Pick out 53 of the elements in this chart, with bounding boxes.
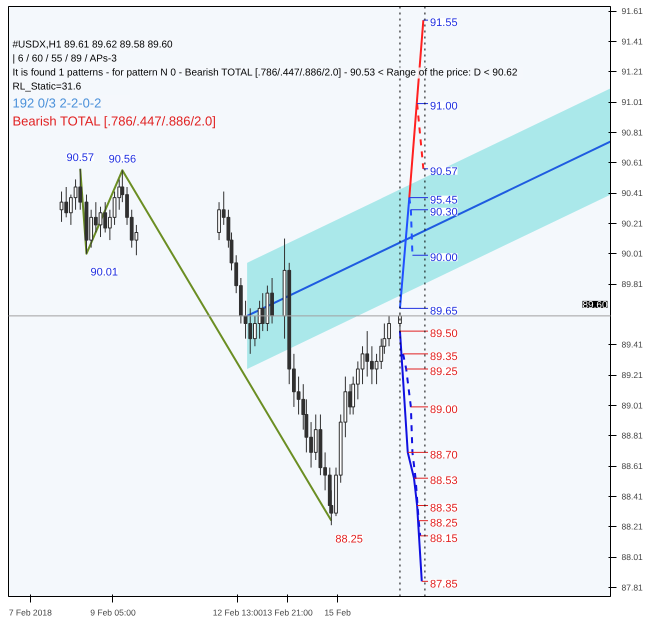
y-tick-label: 91.01 xyxy=(622,97,644,108)
x-tick-label: 9 Feb 05:00 xyxy=(90,608,136,618)
annotation: Bearish TOTAL [.786/.447/.886/2.0] xyxy=(12,114,216,128)
y-tick-label: 89.41 xyxy=(622,340,644,350)
annotation: 95.45 xyxy=(430,194,458,207)
annotation: 91.00 xyxy=(430,100,458,113)
annotation: 88.15 xyxy=(430,532,458,545)
annotation: 90.30 xyxy=(430,206,458,219)
y-tick-label: 89.21 xyxy=(622,370,644,380)
x-tick-label: 13 Feb 21:00 xyxy=(262,608,313,618)
y-tick-label: 91.61 xyxy=(622,6,644,16)
line-series xyxy=(79,168,332,522)
annotation: 89.50 xyxy=(430,328,458,340)
annotation: 90.57 xyxy=(66,152,94,164)
y-tick-label: 88.61 xyxy=(622,461,644,472)
annotation: | 6 / 60 / 55 / 89 / APs-3 xyxy=(12,54,118,64)
annotation: 90.57 xyxy=(430,166,458,178)
x-tick-label: 12 Feb 13:00 xyxy=(212,608,264,618)
y-tick-label: 90.21 xyxy=(622,218,644,228)
annotation: 192 0/3 2-2-0-2 xyxy=(12,96,102,110)
x-tick-label: 7 Feb 2018 xyxy=(8,608,52,618)
y-tick-label: 90.01 xyxy=(622,248,644,259)
y-tick-label: 90.61 xyxy=(622,158,644,168)
annotation: 89.65 xyxy=(430,305,458,318)
annotation: 88.25 xyxy=(335,534,363,546)
y-tick-label: 91.41 xyxy=(622,36,644,46)
text: #USDX,H1 89.61 89.62 89.58 89.60 xyxy=(12,40,174,50)
y-tick-label: 88.01 xyxy=(622,552,644,562)
y-tick-label: 91.21 xyxy=(622,66,644,77)
annotation: 89.00 xyxy=(430,404,458,416)
x-tick-label: 15 Feb xyxy=(324,608,352,618)
annotation: 88.35 xyxy=(430,502,458,514)
y-tick-label: 88.81 xyxy=(622,430,644,441)
annotation: 88.70 xyxy=(430,449,458,462)
y-tick-label: 89.01 xyxy=(622,400,644,410)
y-tick-label: 90.81 xyxy=(622,127,644,138)
annotation: 89.25 xyxy=(430,366,458,378)
y-tick-label: 89.81 xyxy=(622,279,644,290)
annotation: 87.85 xyxy=(430,578,458,590)
y-tick-label: 88.21 xyxy=(622,522,644,532)
annotation: 89.35 xyxy=(430,350,458,363)
line-series xyxy=(398,330,423,582)
y-tick-label: 90.41 xyxy=(622,188,644,198)
annotation: 90.01 xyxy=(90,266,118,279)
annotation: 90.00 xyxy=(430,252,458,264)
y-tick-label: 87.81 xyxy=(622,582,644,592)
annotation: 90.56 xyxy=(108,153,136,166)
annotation: 91.55 xyxy=(430,17,458,30)
annotation: RL_Static=31.6 xyxy=(12,82,82,92)
annotation: It is found 1 patterns - for pattern N 0 - Bearish TOTAL [.786/.447/.886/2.0] - 90.53 < Range of the price: D < 90.62 xyxy=(12,68,518,78)
annotation: 88.25 xyxy=(430,518,458,530)
annotation: 88.53 xyxy=(430,475,458,488)
y-tick-label: 88.41 xyxy=(622,491,644,502)
